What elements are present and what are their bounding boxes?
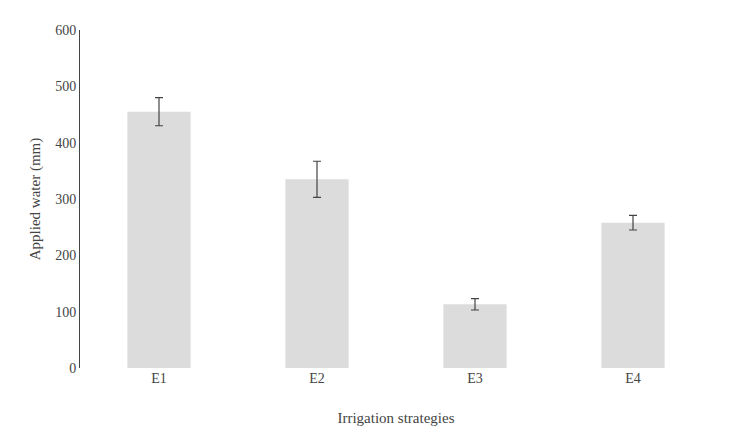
svg-text:Irrigation strategies: Irrigation strategies xyxy=(337,410,454,426)
svg-text:600: 600 xyxy=(55,23,76,38)
svg-text:200: 200 xyxy=(55,248,76,263)
svg-text:E1: E1 xyxy=(151,371,167,386)
svg-text:400: 400 xyxy=(55,136,76,151)
svg-text:500: 500 xyxy=(55,79,76,94)
svg-text:E3: E3 xyxy=(467,371,483,386)
svg-text:100: 100 xyxy=(55,305,76,320)
svg-text:0: 0 xyxy=(69,361,76,376)
svg-text:300: 300 xyxy=(55,192,76,207)
svg-text:E4: E4 xyxy=(625,371,641,386)
svg-text:E2: E2 xyxy=(309,371,325,386)
svg-text:Applied water (mm): Applied water (mm) xyxy=(27,138,44,260)
